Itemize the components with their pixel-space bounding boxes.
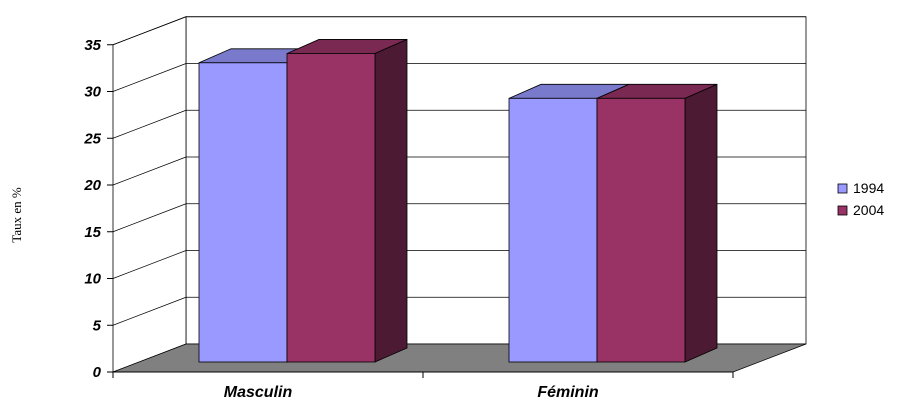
bar-front bbox=[596, 97, 686, 363]
y-axis-ticks: 0 5 10 15 20 25 30 35 bbox=[83, 37, 113, 381]
bar-side bbox=[374, 38, 408, 363]
legend-label: 2004 bbox=[853, 202, 884, 218]
bar bbox=[286, 38, 408, 363]
legend-swatch bbox=[837, 205, 848, 216]
bar-front bbox=[286, 53, 376, 363]
gridline bbox=[112, 250, 187, 279]
y-tick-label: 0 bbox=[93, 364, 102, 381]
legend-swatch bbox=[837, 183, 848, 194]
gridline bbox=[112, 109, 187, 139]
legend-label: 1994 bbox=[853, 180, 884, 196]
y-tick-label: 35 bbox=[84, 37, 101, 54]
bar-side bbox=[684, 83, 718, 363]
gridline bbox=[112, 296, 187, 326]
x-tick-label: Masculin bbox=[224, 384, 293, 401]
bar bbox=[596, 83, 718, 363]
y-tick-label: 15 bbox=[84, 224, 101, 241]
gridline bbox=[112, 156, 187, 186]
bar-group bbox=[198, 38, 718, 363]
side-wall bbox=[112, 16, 187, 373]
y-tick-label: 30 bbox=[84, 84, 101, 101]
x-tick-label: Féminin bbox=[537, 384, 599, 401]
y-tick-label: 25 bbox=[83, 130, 101, 147]
y-tick-label: 5 bbox=[93, 317, 102, 334]
y-tick-label: 20 bbox=[83, 177, 101, 194]
x-axis-ticks: Masculin Féminin bbox=[112, 372, 734, 401]
gridline bbox=[112, 203, 187, 233]
gridline bbox=[112, 16, 187, 46]
legend: 1994 2004 bbox=[837, 180, 884, 218]
y-tick-label: 10 bbox=[84, 271, 101, 288]
y-axis-label: Taux en % bbox=[9, 187, 24, 243]
bar-front bbox=[198, 62, 288, 363]
gridline bbox=[112, 63, 187, 92]
bar-front bbox=[508, 97, 598, 363]
